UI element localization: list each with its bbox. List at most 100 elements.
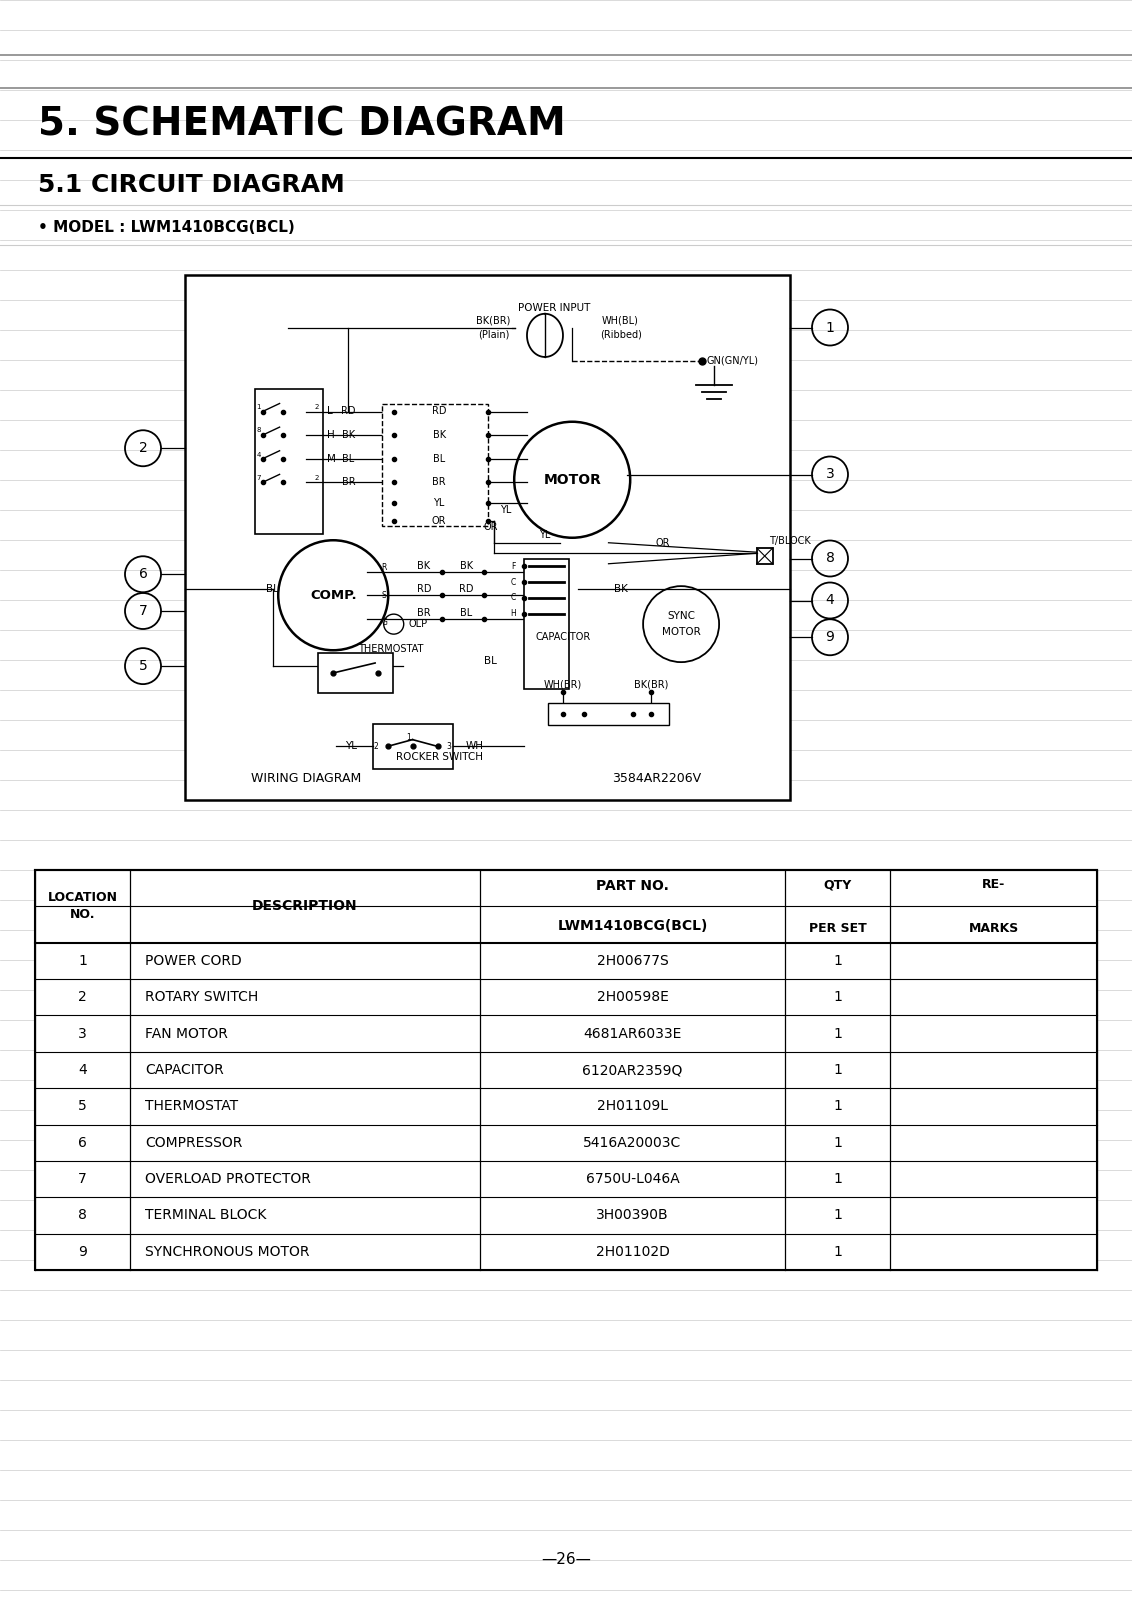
Text: 3: 3 — [78, 1027, 87, 1040]
Text: 6120AR2359Q: 6120AR2359Q — [582, 1062, 683, 1077]
Text: 7: 7 — [78, 1173, 87, 1186]
Text: BR: BR — [432, 477, 446, 488]
Text: SYNCHRONOUS MOTOR: SYNCHRONOUS MOTOR — [145, 1245, 309, 1259]
Text: 6: 6 — [138, 568, 147, 581]
Bar — [548, 702, 669, 725]
Text: 2H00598E: 2H00598E — [597, 990, 668, 1005]
Text: 4681AR6033E: 4681AR6033E — [583, 1027, 681, 1040]
Text: 5: 5 — [138, 659, 147, 674]
Text: 1: 1 — [833, 1062, 842, 1077]
Text: QTY: QTY — [823, 878, 851, 891]
Text: BK: BK — [342, 430, 355, 440]
Text: YL: YL — [500, 506, 512, 515]
Text: 9: 9 — [825, 630, 834, 645]
Text: BL: BL — [461, 608, 472, 618]
Text: 7: 7 — [138, 603, 147, 618]
Text: BK: BK — [418, 560, 430, 571]
Text: 3584AR2206V: 3584AR2206V — [612, 773, 702, 786]
Text: R: R — [381, 563, 387, 573]
Text: 8: 8 — [78, 1208, 87, 1222]
Text: 2: 2 — [315, 475, 318, 482]
Text: BL: BL — [432, 454, 445, 464]
Text: PART NO.: PART NO. — [597, 880, 669, 893]
Text: PER SET: PER SET — [808, 922, 866, 934]
Text: RD: RD — [341, 406, 355, 416]
Text: CAPACITOR: CAPACITOR — [145, 1062, 224, 1077]
Text: RD: RD — [417, 584, 431, 594]
Text: OR: OR — [483, 522, 498, 531]
Text: OLP: OLP — [409, 619, 428, 629]
Text: 5.1 CIRCUIT DIAGRAM: 5.1 CIRCUIT DIAGRAM — [38, 173, 345, 197]
Bar — [381, 403, 488, 526]
Text: 8: 8 — [257, 427, 261, 434]
Text: C: C — [511, 594, 516, 602]
Text: 9: 9 — [78, 1245, 87, 1259]
Text: 2H01109L: 2H01109L — [597, 1099, 668, 1114]
Text: 1: 1 — [833, 1099, 842, 1114]
Text: 2: 2 — [315, 405, 318, 410]
Text: YL: YL — [434, 498, 445, 509]
Text: 4: 4 — [825, 594, 834, 608]
Text: ROCKER SWITCH: ROCKER SWITCH — [395, 752, 482, 762]
Text: 1: 1 — [833, 1027, 842, 1040]
Text: H: H — [511, 610, 516, 618]
Text: 1: 1 — [257, 405, 261, 410]
Text: 2H01102D: 2H01102D — [595, 1245, 669, 1259]
Text: BR: BR — [418, 608, 431, 618]
Text: WIRING DIAGRAM: WIRING DIAGRAM — [251, 773, 361, 786]
Text: RE-: RE- — [981, 878, 1005, 891]
Text: THERMOSTAT: THERMOSTAT — [145, 1099, 238, 1114]
Text: DESCRIPTION: DESCRIPTION — [252, 899, 358, 914]
Text: (Plain): (Plain) — [478, 330, 509, 339]
Text: BL: BL — [266, 584, 280, 594]
Text: 2: 2 — [78, 990, 87, 1005]
Text: 2: 2 — [138, 442, 147, 456]
Text: 8: 8 — [825, 552, 834, 565]
Text: 1: 1 — [833, 1173, 842, 1186]
Text: H: H — [326, 430, 334, 440]
Text: BL: BL — [342, 454, 354, 464]
Text: 5. SCHEMATIC DIAGRAM: 5. SCHEMATIC DIAGRAM — [38, 106, 566, 144]
Text: BL: BL — [484, 656, 497, 666]
Text: BK(BR): BK(BR) — [477, 315, 511, 326]
Text: MARKS: MARKS — [968, 922, 1019, 934]
Text: THERMOSTAT: THERMOSTAT — [358, 645, 423, 654]
Text: 1: 1 — [406, 733, 411, 742]
Text: FAN MOTOR: FAN MOTOR — [145, 1027, 228, 1040]
Text: 3: 3 — [825, 467, 834, 482]
Text: 6: 6 — [78, 1136, 87, 1150]
Text: 3: 3 — [446, 742, 452, 750]
Text: 4: 4 — [257, 451, 261, 458]
Text: 2: 2 — [374, 742, 378, 750]
Text: MOTOR: MOTOR — [543, 472, 601, 486]
Bar — [35, 870, 1097, 1270]
Text: 5: 5 — [78, 1099, 87, 1114]
Text: 1: 1 — [833, 990, 842, 1005]
Text: LOCATION
NO.: LOCATION NO. — [48, 891, 118, 922]
Text: WH(BR): WH(BR) — [544, 680, 582, 690]
Bar — [372, 723, 453, 770]
Text: YL: YL — [344, 741, 357, 752]
Text: 1: 1 — [78, 954, 87, 968]
Text: LWM1410BCG(BCL): LWM1410BCG(BCL) — [557, 920, 708, 933]
Text: CAPACITOR: CAPACITOR — [535, 632, 591, 642]
Text: MOTOR: MOTOR — [662, 627, 701, 637]
Text: T/BLOCK: T/BLOCK — [769, 536, 811, 546]
Text: 1: 1 — [825, 320, 834, 334]
Text: 7: 7 — [257, 475, 261, 482]
Text: GN(GN/YL): GN(GN/YL) — [706, 355, 758, 365]
Text: F: F — [512, 562, 516, 571]
Text: OVERLOAD PROTECTOR: OVERLOAD PROTECTOR — [145, 1173, 311, 1186]
Text: (Ribbed): (Ribbed) — [600, 330, 642, 339]
Bar — [756, 547, 773, 565]
Text: 3H00390B: 3H00390B — [597, 1208, 669, 1222]
Text: ROTARY SWITCH: ROTARY SWITCH — [145, 990, 258, 1005]
Text: WH: WH — [465, 741, 483, 752]
Text: 4: 4 — [78, 1062, 87, 1077]
Text: OR: OR — [431, 515, 446, 526]
Text: RD: RD — [431, 406, 446, 416]
Text: SYNC: SYNC — [667, 611, 695, 621]
Text: COMPRESSOR: COMPRESSOR — [145, 1136, 242, 1150]
Text: 1: 1 — [833, 1245, 842, 1259]
Text: C: C — [511, 578, 516, 587]
